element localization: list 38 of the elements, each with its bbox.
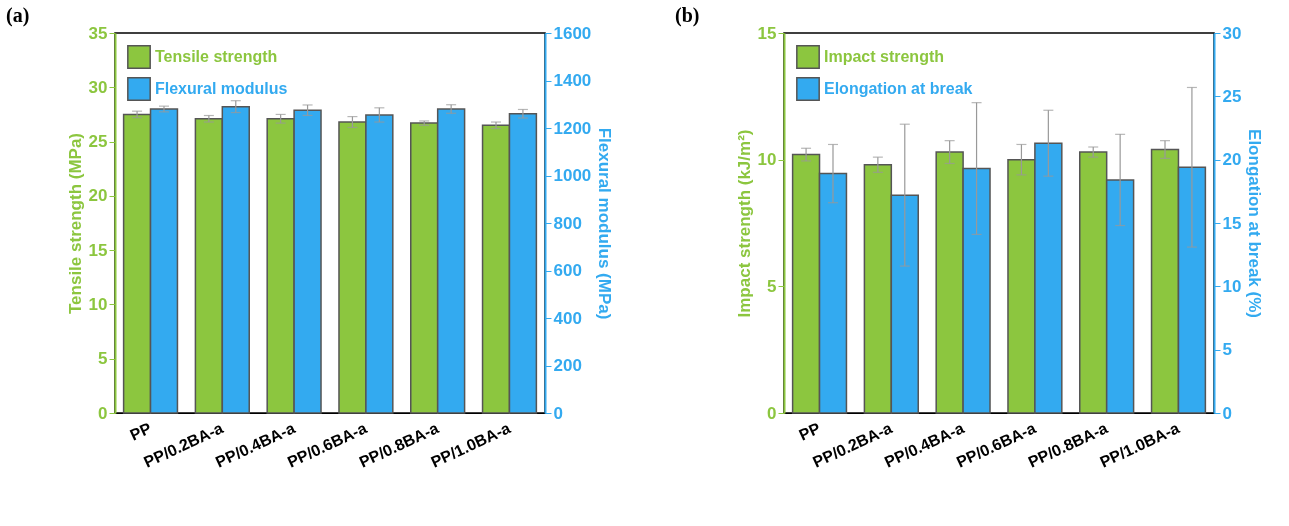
y2-tick-label: 25 (1222, 86, 1242, 106)
y-tick-label: 0 (98, 403, 108, 423)
y2-tick-label: 15 (1222, 213, 1242, 233)
y2-tick-label: 200 (553, 356, 582, 375)
y2-tick-label: 1400 (553, 71, 592, 90)
y-tick-label: 5 (767, 276, 777, 296)
y-axis-title: Tensile strength (MPa) (65, 132, 85, 315)
y2-tick-label: 600 (553, 261, 582, 280)
y-tick-label: 15 (88, 240, 108, 260)
y2-tick-label: 1000 (553, 166, 592, 185)
y-tick-label: 20 (88, 186, 108, 206)
y-axis-title: Impact strength (kJ/m²) (734, 129, 754, 318)
y2-tick-label: 800 (553, 213, 582, 233)
y2-tick-label: 20 (1222, 150, 1242, 170)
chart-title: (a) (6, 4, 30, 27)
y-tick-label: 35 (88, 23, 108, 43)
y-tick-label: 10 (757, 150, 777, 170)
chart-title: (b) (675, 4, 700, 27)
y-tick-label: 15 (757, 23, 777, 43)
legend-label: Elongation at break (824, 80, 973, 97)
y-tick-label: 10 (88, 294, 108, 314)
legend-label: Tensile strength (155, 48, 278, 65)
legend-label: Impact strength (824, 48, 945, 65)
y2-tick-label: 0 (1222, 403, 1232, 423)
y-tick-label: 0 (767, 403, 777, 423)
y-tick-label: 5 (98, 349, 108, 369)
y2-tick-label: 0 (553, 403, 563, 423)
legend-label: Flexural modulus (155, 80, 288, 97)
y2-tick-label: 10 (1222, 276, 1242, 296)
y2-tick-label: 1200 (553, 118, 592, 138)
y-tick-label: 30 (88, 77, 108, 97)
y2-tick-label: 5 (1222, 340, 1232, 360)
y2-tick-label: 400 (553, 308, 582, 328)
y2-axis-title: Flexural modulus (MPa) (595, 127, 615, 320)
y2-tick-label: 30 (1222, 23, 1242, 43)
y2-tick-label: 1600 (553, 23, 592, 43)
y-tick-label: 25 (88, 132, 108, 152)
y2-axis-title: Elongation at break (%) (1245, 129, 1265, 318)
